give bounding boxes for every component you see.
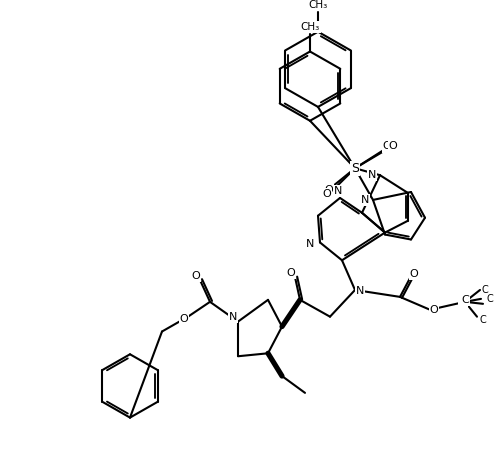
Text: C: C [461, 295, 469, 305]
Text: N: N [356, 286, 364, 296]
Text: O: O [429, 305, 438, 315]
Text: O: O [192, 271, 201, 281]
Text: C: C [459, 297, 467, 307]
Text: O: O [325, 185, 333, 195]
Text: CH₃: CH₃ [308, 0, 328, 10]
Text: N: N [334, 186, 342, 196]
Text: N: N [306, 239, 314, 249]
Text: C: C [487, 294, 493, 304]
Text: C: C [482, 285, 488, 295]
Text: N: N [368, 170, 376, 180]
Text: O: O [389, 142, 397, 152]
Text: S: S [351, 162, 359, 175]
Text: CH₃: CH₃ [300, 22, 320, 32]
Text: N: N [361, 195, 369, 205]
Text: O: O [287, 268, 295, 278]
Text: O: O [323, 189, 331, 199]
Text: O: O [410, 269, 418, 279]
Text: S: S [351, 162, 359, 175]
Text: N: N [229, 312, 237, 322]
Text: O: O [179, 314, 188, 324]
Text: O: O [383, 142, 392, 152]
Text: C: C [480, 315, 486, 325]
